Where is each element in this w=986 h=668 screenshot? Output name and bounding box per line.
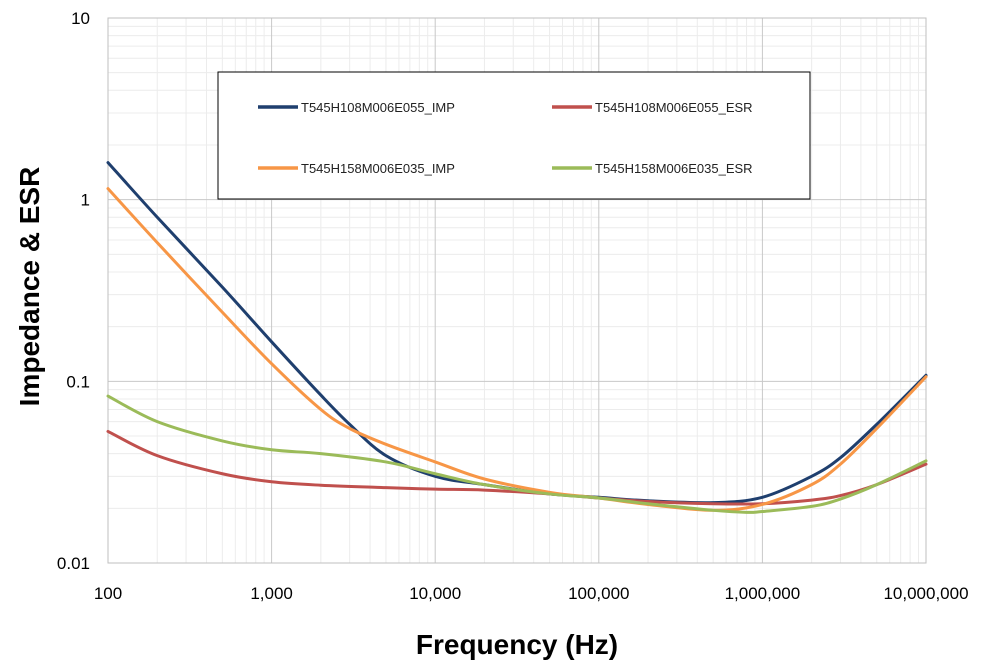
y-tick-label: 1 — [81, 191, 90, 210]
y-axis-tick-labels: 0.01 0.1 1 10 — [57, 9, 90, 573]
series-lines — [106, 161, 928, 514]
legend-item: T545H108M006E055_IMP — [258, 100, 455, 115]
y-tick-label: 0.01 — [57, 554, 90, 573]
legend-label: T545H108M006E055_ESR — [595, 100, 753, 115]
series-line — [106, 394, 928, 514]
y-axis-title: Impedance & ESR — [14, 167, 45, 407]
legend-items: T545H108M006E055_IMP T545H108M006E055_ESR… — [258, 100, 753, 176]
legend-box — [217, 71, 811, 200]
legend-label: T545H108M006E055_IMP — [301, 100, 455, 115]
series-line — [106, 161, 928, 505]
legend-label: T545H158M006E035_IMP — [301, 161, 455, 176]
x-axis-tick-labels: 100 1,000 10,000 100,000 1,000,000 10,000,000 — [94, 584, 969, 603]
x-tick-label: 100 — [94, 584, 122, 603]
legend: T545H108M006E055_IMP T545H108M006E055_ESR… — [217, 71, 811, 200]
x-axis-title: Frequency (Hz) — [416, 629, 618, 660]
x-tick-label: 10,000 — [409, 584, 461, 603]
y-tick-label: 10 — [71, 9, 90, 28]
plot-area — [107, 17, 927, 564]
legend-item: T545H158M006E035_ESR — [552, 161, 753, 176]
x-tick-label: 100,000 — [568, 584, 629, 603]
y-tick-label: 0.1 — [66, 372, 90, 391]
x-tick-label: 10,000,000 — [883, 584, 968, 603]
legend-item: T545H108M006E055_ESR — [552, 100, 753, 115]
x-tick-label: 1,000,000 — [725, 584, 801, 603]
series-line — [106, 187, 928, 512]
legend-label: T545H158M006E035_ESR — [595, 161, 753, 176]
legend-item: T545H158M006E035_IMP — [258, 161, 455, 176]
x-tick-label: 1,000 — [250, 584, 293, 603]
